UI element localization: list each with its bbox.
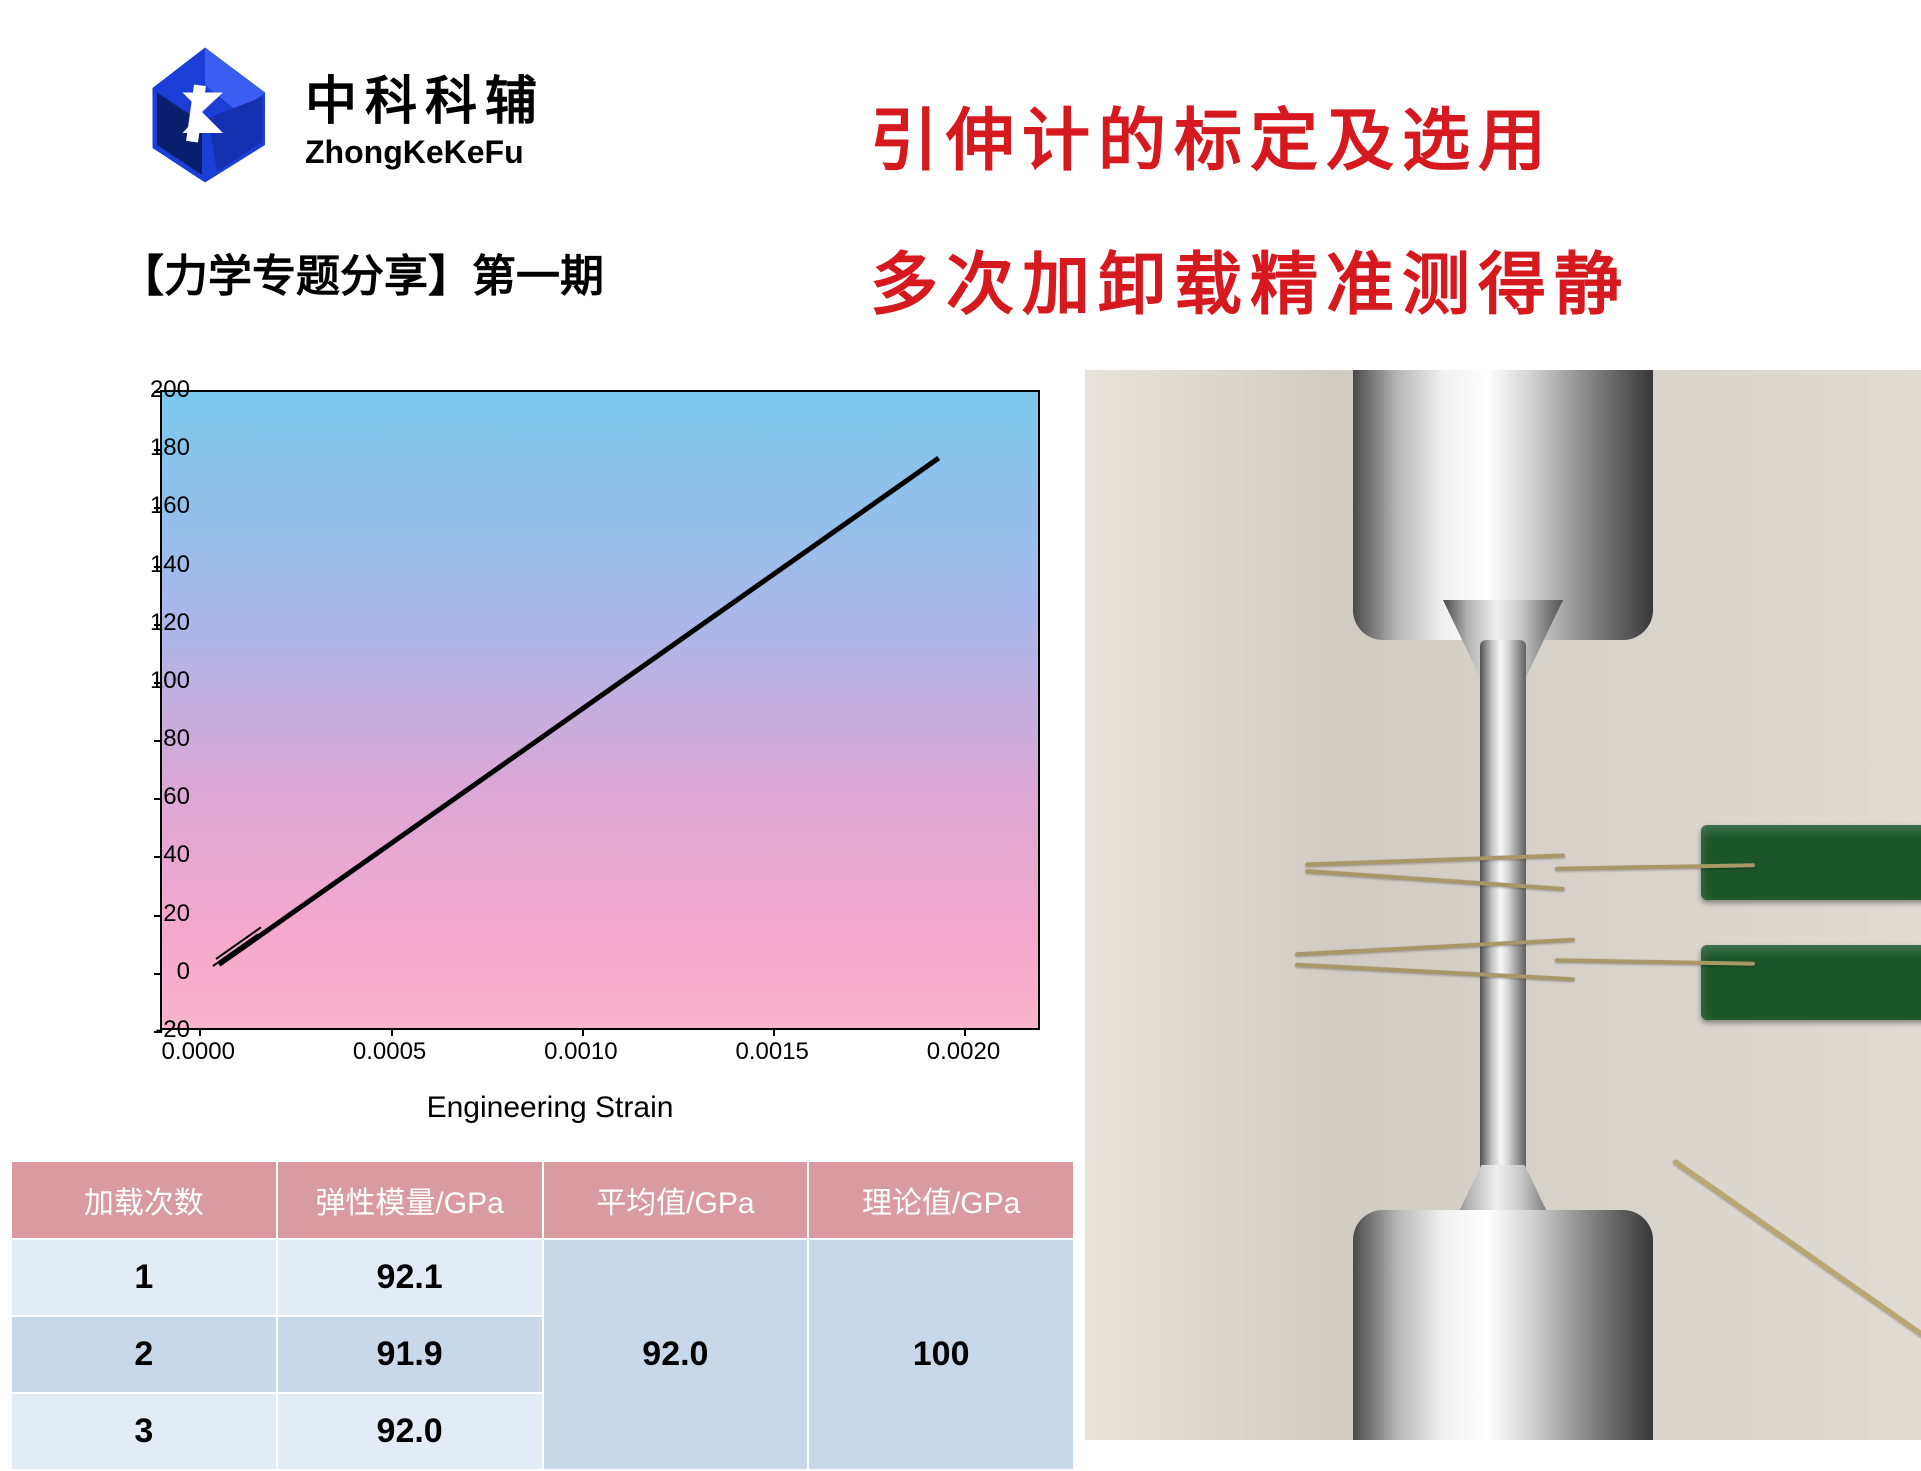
cell-average: 92.0 xyxy=(543,1239,809,1470)
chart-ytick-label: 80 xyxy=(140,725,190,753)
chart-xtick-label: 0.0020 xyxy=(927,1038,1000,1066)
bottom-grip xyxy=(1353,1210,1653,1440)
col-header-average: 平均值/GPa xyxy=(543,1161,809,1239)
chart-ytick-label: 20 xyxy=(140,900,190,928)
chart-xtick-label: 0.0015 xyxy=(735,1038,808,1066)
chart-ytick-label: 200 xyxy=(140,376,190,404)
test-specimen xyxy=(1480,640,1526,1210)
brand-text-block: 中科科辅 ZhongKeKeFu xyxy=(305,59,545,171)
chart-ytick-label: 100 xyxy=(140,667,190,695)
stress-strain-chart: Engineering Stress (MPa) Engineering Str… xyxy=(20,370,1080,1130)
main-title-block: 引伸计的标定及选用 多次加卸载精准测得静 xyxy=(870,85,1630,328)
chart-xtick-label: 0.0010 xyxy=(544,1038,617,1066)
cell-modulus: 91.9 xyxy=(277,1316,543,1393)
brand-name-en: ZhongKeKeFu xyxy=(305,134,545,171)
cell-theoretical: 100 xyxy=(808,1239,1074,1470)
chart-data-line-tail xyxy=(213,934,259,967)
chart-plot-area xyxy=(160,390,1040,1030)
table-header-row: 加载次数 弹性模量/GPa 平均值/GPa 理论值/GPa xyxy=(11,1161,1074,1239)
brand-name-cn: 中科科辅 xyxy=(305,59,545,134)
results-table: 加载次数 弹性模量/GPa 平均值/GPa 理论值/GPa 1 92.1 92.… xyxy=(10,1160,1075,1471)
chart-ytick-label: 120 xyxy=(140,609,190,637)
table-row: 1 92.1 92.0 100 xyxy=(11,1239,1074,1316)
chart-ytick-label: 140 xyxy=(140,551,190,579)
chart-data-line-tail xyxy=(216,927,262,960)
cell-modulus: 92.0 xyxy=(277,1393,543,1470)
chart-ytick-label: 180 xyxy=(140,434,190,462)
chart-data-line xyxy=(218,456,940,966)
top-grip xyxy=(1353,370,1653,640)
chart-xtick-label: 0.0000 xyxy=(162,1038,235,1066)
results-table-container: 加载次数 弹性模量/GPa 平均值/GPa 理论值/GPa 1 92.1 92.… xyxy=(10,1160,1075,1471)
col-header-load-count: 加载次数 xyxy=(11,1161,277,1239)
spring-wire xyxy=(1295,963,1575,982)
cell-load-count: 3 xyxy=(11,1393,277,1470)
tensile-test-photo xyxy=(1085,370,1921,1440)
spring-wire xyxy=(1295,938,1575,957)
chart-ytick-label: 60 xyxy=(140,783,190,811)
series-subtitle: 【力学专题分享】第一期 xyxy=(120,240,604,304)
col-header-modulus: 弹性模量/GPa xyxy=(277,1161,543,1239)
brand-header: 中科科辅 ZhongKeKeFu xyxy=(130,40,545,190)
chart-xtick-label: 0.0005 xyxy=(353,1038,426,1066)
chart-ytick-label: 40 xyxy=(140,841,190,869)
chart-ytick-label: 0 xyxy=(140,958,190,986)
extensometer-top-block xyxy=(1701,825,1921,900)
title-line-1: 引伸计的标定及选用 xyxy=(870,85,1630,184)
extensometer-bottom-block xyxy=(1701,945,1921,1020)
chart-x-axis-label: Engineering Strain xyxy=(427,1091,674,1125)
col-header-theoretical: 理论值/GPa xyxy=(808,1161,1074,1239)
chart-ytick-label: 160 xyxy=(140,492,190,520)
cable-wire xyxy=(1673,1159,1921,1347)
cell-modulus: 92.1 xyxy=(277,1239,543,1316)
cell-load-count: 2 xyxy=(11,1316,277,1393)
title-line-2: 多次加卸载精准测得静 xyxy=(870,229,1630,328)
cell-load-count: 1 xyxy=(11,1239,277,1316)
brand-logo-icon xyxy=(130,40,280,190)
